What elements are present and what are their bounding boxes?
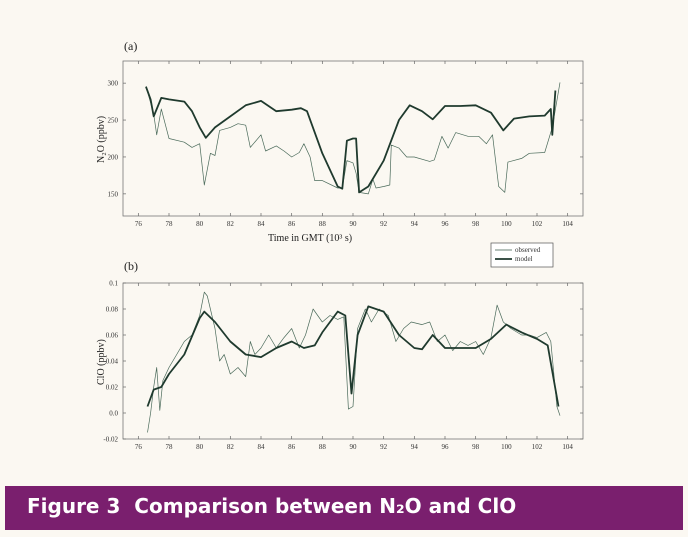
panel-b-xtick-label: 90 [350, 443, 358, 451]
panel-b-xtick-label: 92 [380, 443, 388, 451]
panel-a-xtick-label: 94 [411, 220, 419, 228]
panel-a-xlabel: Time in GMT (10³ s) [268, 233, 352, 244]
panel-a-label: (a) [124, 39, 137, 53]
panel-a-xtick-label: 80 [196, 220, 204, 228]
panel-a-ylabel: N₂O (ppbv) [96, 116, 107, 163]
legend-box [490, 242, 554, 268]
panel-b-ylabel: ClO (ppbv) [96, 339, 107, 385]
panel-b-xtick-label: 94 [411, 443, 419, 451]
panel-a-ytick-label: 200 [108, 153, 119, 161]
panel-a-xtick-label: 76 [135, 220, 143, 228]
panel-a-series-observed [145, 82, 561, 195]
panel-a-ytick-label: 150 [108, 190, 119, 198]
panel-b-xtick-label: 102 [532, 443, 543, 451]
panel-a-xtick-label: 100 [501, 220, 512, 228]
legend-model-label: model [515, 255, 533, 263]
panel-b-xtick-label: 88 [319, 443, 327, 451]
panel-b-xtick-label: 76 [135, 443, 143, 451]
panel-a-xtick-label: 86 [288, 220, 296, 228]
panel-a-xtick-label: 88 [319, 220, 327, 228]
panel-a-xtick-label: 102 [532, 220, 543, 228]
panel-b-xtick-label: 86 [288, 443, 296, 451]
panel-b-xtick-label: 100 [501, 443, 512, 451]
panel-a-xtick-label: 84 [258, 220, 266, 228]
panel-a-xtick-label: 90 [350, 220, 358, 228]
panel-b-ytick-label: 0.1 [109, 280, 118, 288]
panel-b-xtick-label: 82 [227, 443, 235, 451]
panel-b-series-observed [147, 291, 561, 433]
panel-b-ytick-label: 0.0 [109, 410, 118, 418]
panel-b-xtick-label: 84 [258, 443, 266, 451]
caption-banner: Figure 3 Comparison between N₂O and ClO [5, 486, 683, 530]
panel-b-xtick-label: 98 [472, 443, 480, 451]
figure-caption: Figure 3 Comparison between N₂O and ClO [27, 494, 517, 518]
panel-b-ytick-label: -0.02 [103, 436, 118, 444]
panel-b-ytick-label: 0.08 [106, 306, 119, 314]
panel-b-xtick-label: 80 [196, 443, 204, 451]
panel-b-series-model [146, 305, 560, 407]
panel-a-xtick-label: 92 [380, 220, 388, 228]
panel-a-xtick-label: 96 [442, 220, 450, 228]
legend: observed model [490, 242, 554, 268]
panel-a-series-model [145, 86, 557, 194]
panel-b-xtick-label: 104 [562, 443, 573, 451]
panel-b-xtick-label: 96 [442, 443, 450, 451]
panel-b-label: (b) [124, 259, 138, 273]
legend-observed-label: observed [515, 246, 541, 254]
panel-b-ytick-label: 0.04 [106, 358, 119, 366]
panel-b-xtick-label: 78 [166, 443, 174, 451]
panel-a-xtick-label: 78 [166, 220, 174, 228]
panel-a-xtick-label: 104 [562, 220, 573, 228]
panel-a-xtick-label: 82 [227, 220, 235, 228]
panel-a-ytick-label: 300 [108, 80, 119, 88]
panel-a-xtick-label: 98 [472, 220, 480, 228]
panel-b-ytick-label: 0.02 [106, 384, 119, 392]
panel-b-ytick-label: 0.06 [106, 332, 119, 340]
panel-a-ytick-label: 250 [108, 117, 119, 125]
panel-b-frame [122, 282, 584, 440]
